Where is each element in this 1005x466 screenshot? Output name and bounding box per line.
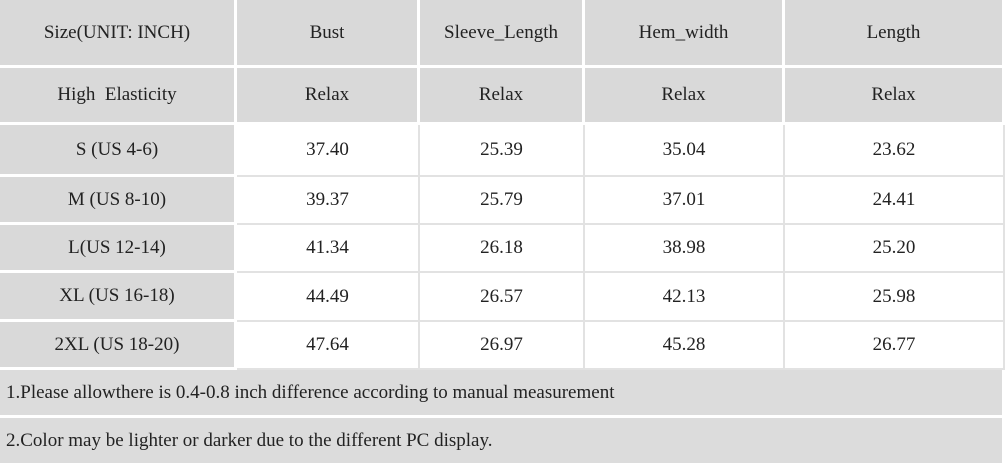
measurement: 35.04 bbox=[585, 125, 785, 177]
subheader-cell: Relax bbox=[585, 68, 785, 125]
subheader-cell: High Elasticity bbox=[0, 68, 237, 125]
measurement: 25.98 bbox=[785, 273, 1005, 322]
measurement: 37.40 bbox=[237, 125, 420, 177]
note: 2.Color may be lighter or darker due to … bbox=[0, 418, 1005, 466]
measurement: 37.01 bbox=[585, 177, 785, 225]
header-cell: Bust bbox=[237, 0, 420, 68]
measurement: 38.98 bbox=[585, 225, 785, 273]
measurement: 41.34 bbox=[237, 225, 420, 273]
header-cell: Sleeve_Length bbox=[420, 0, 585, 68]
header-cell: Length bbox=[785, 0, 1005, 68]
size-label: L(US 12-14) bbox=[0, 225, 237, 273]
measurement: 26.57 bbox=[420, 273, 585, 322]
measurement: 24.41 bbox=[785, 177, 1005, 225]
measurement: 42.13 bbox=[585, 273, 785, 322]
measurement: 26.18 bbox=[420, 225, 585, 273]
measurement: 23.62 bbox=[785, 125, 1005, 177]
measurement: 45.28 bbox=[585, 322, 785, 370]
subheader-cell: Relax bbox=[420, 68, 585, 125]
measurement: 25.20 bbox=[785, 225, 1005, 273]
size-label: M (US 8-10) bbox=[0, 177, 237, 225]
measurement: 25.79 bbox=[420, 177, 585, 225]
measurement: 44.49 bbox=[237, 273, 420, 322]
measurement: 47.64 bbox=[237, 322, 420, 370]
measurement: 26.77 bbox=[785, 322, 1005, 370]
subheader-cell: Relax bbox=[785, 68, 1005, 125]
size-label: S (US 4-6) bbox=[0, 125, 237, 177]
measurement: 39.37 bbox=[237, 177, 420, 225]
size-label: XL (US 16-18) bbox=[0, 273, 237, 322]
header-cell: Size(UNIT: INCH) bbox=[0, 0, 237, 68]
size-label: 2XL (US 18-20) bbox=[0, 322, 237, 370]
measurement: 25.39 bbox=[420, 125, 585, 177]
header-cell: Hem_width bbox=[585, 0, 785, 68]
subheader-cell: Relax bbox=[237, 68, 420, 125]
measurement: 26.97 bbox=[420, 322, 585, 370]
note: 1.Please allowthere is 0.4-0.8 inch diff… bbox=[0, 370, 1005, 418]
